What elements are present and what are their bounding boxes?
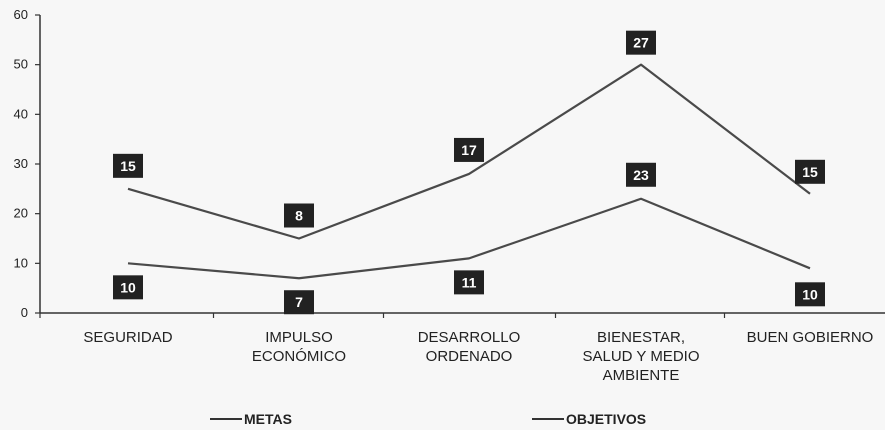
y-tick-label: 0	[21, 305, 28, 320]
metas-line	[127, 63, 811, 240]
data-label-badge	[795, 282, 825, 307]
data-label-badge	[284, 203, 314, 228]
y-tick-label: 50	[14, 57, 28, 72]
x-tick-label: SEGURIDAD	[83, 329, 172, 346]
objetivos-line	[127, 197, 811, 280]
legend: METAS OBJETIVOS	[210, 411, 646, 427]
y-tick-label: 40	[14, 106, 28, 121]
data-label-badge	[454, 137, 484, 162]
data-label-badge	[454, 270, 484, 295]
legend-label: OBJETIVOS	[566, 411, 646, 427]
x-tick-label: BIENESTAR, SALUD Y MEDIO AMBIENTE	[583, 329, 700, 384]
data-label: 11	[462, 274, 477, 290]
data-label: 23	[633, 167, 649, 183]
data-label-badge	[795, 159, 825, 184]
data-label: 17	[461, 142, 477, 158]
y-tick-label: 20	[14, 206, 28, 221]
data-label-badge	[626, 162, 656, 187]
y-tick-label: 10	[14, 255, 28, 270]
data-label: 27	[633, 35, 649, 51]
x-tick-label: BUEN GOBIERNO	[747, 329, 874, 346]
y-axis: 0 10 20 30 40 50 60	[14, 7, 41, 320]
data-label: 10	[120, 279, 136, 295]
series-lines	[127, 63, 811, 280]
legend-label: METAS	[244, 411, 292, 427]
x-tick-label: DESARROLLO ORDENADO	[418, 329, 521, 365]
y-tick-label: 30	[14, 156, 28, 171]
data-label: 10	[802, 286, 818, 302]
x-axis: SEGURIDAD IMPULSO ECONÓMICO DESARROLLO ORDEN…	[39, 312, 885, 384]
data-label-badge	[284, 290, 314, 315]
data-label-badge	[626, 30, 656, 55]
y-tick-label: 60	[14, 7, 28, 22]
data-label: 8	[295, 208, 303, 224]
data-label-badge	[113, 275, 143, 300]
data-label: 7	[295, 294, 303, 310]
data-label: 15	[120, 158, 136, 174]
x-tick-label: IMPULSO ECONÓMICO	[252, 329, 346, 365]
data-label-badge	[113, 153, 143, 178]
data-label: 15	[802, 164, 818, 180]
data-labels: 15 8 17 27 15 10 7 11 23 10	[113, 30, 825, 315]
